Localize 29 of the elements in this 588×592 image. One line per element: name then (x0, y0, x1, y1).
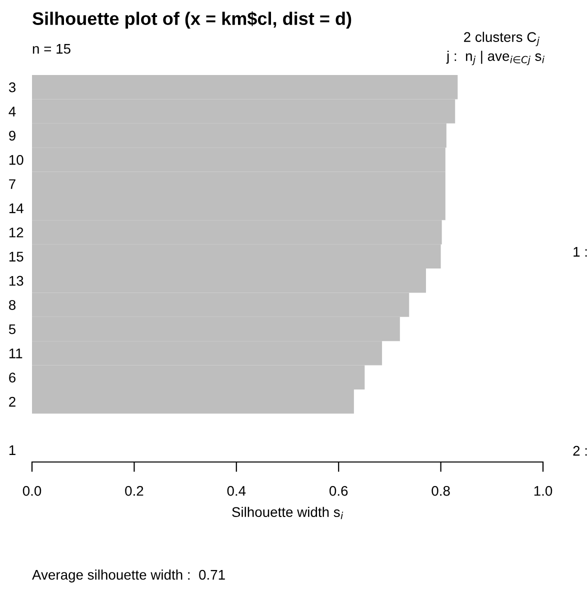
y-tick-label: 1 (9, 445, 16, 455)
x-tick-label: 0.6 (329, 486, 348, 496)
y-tick-label: 7 (9, 179, 16, 189)
x-tick-label: 0.4 (227, 486, 246, 496)
y-tick-label: 2 (9, 396, 16, 407)
y-tick-label: 14 (9, 204, 24, 214)
text: n = 15 (32, 44, 70, 54)
text: 2 : (573, 446, 587, 456)
text: 1 : (574, 247, 587, 257)
text: Average silhouette width : 0.71 (32, 570, 225, 582)
y-tick-label: 6 (9, 372, 16, 383)
x-tick-label: 0.0 (22, 486, 42, 496)
x-axis-title: Silhouette width s$_{i}$ (232, 506, 344, 520)
chart-title: Silhouette plot of (x = km$cl, dist = d) (32, 11, 352, 29)
text: 2 clusters C$_{j}$ (464, 32, 540, 46)
y-tick-label: 15 (9, 252, 24, 262)
y-tick-label: 4 (8, 106, 16, 116)
x-tick-label: 0.2 (125, 486, 144, 496)
y-tick-label: 11 (9, 348, 22, 358)
y-tick-label: 12 (9, 228, 24, 238)
y-tick-label: 8 (8, 300, 16, 310)
y-tick-label: 5 (8, 324, 16, 334)
text: j : n$_{j}$ | ave$_{i∈Cj}$ s$_{i}$ (446, 50, 544, 66)
y-tick-label: 3 (8, 82, 16, 92)
y-tick-label: 9 (9, 130, 16, 141)
x-tick-label: 1.0 (534, 486, 552, 496)
y-tick-label: 13 (9, 276, 24, 286)
y-tick-label: 10 (9, 154, 24, 165)
x-tick-label: 0.8 (432, 486, 450, 496)
